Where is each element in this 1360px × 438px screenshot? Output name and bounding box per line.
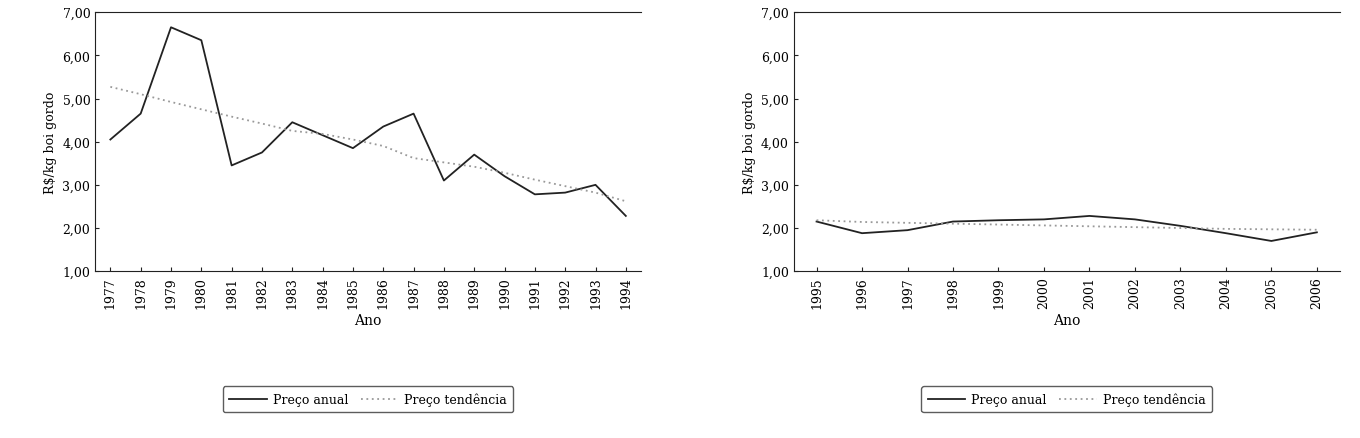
Preço anual <box>193 39 209 44</box>
Preço tendência <box>375 144 392 149</box>
Preço anual <box>435 179 452 184</box>
Preço tendência <box>1036 223 1053 229</box>
Preço anual <box>496 174 513 180</box>
Preço anual <box>990 218 1006 223</box>
Preço tendência <box>223 115 239 120</box>
Preço anual <box>102 138 118 143</box>
Preço tendência <box>1308 228 1325 233</box>
Y-axis label: R$/kg boi gordo: R$/kg boi gordo <box>44 91 57 194</box>
Preço tendência <box>558 184 574 189</box>
Preço tendência <box>193 107 209 113</box>
Preço anual <box>899 228 915 233</box>
Preço anual <box>1308 230 1325 236</box>
Preço anual <box>1172 224 1189 229</box>
Line: Preço anual: Preço anual <box>816 216 1316 241</box>
Preço tendência <box>526 178 543 183</box>
Preço anual <box>808 219 824 225</box>
Preço tendência <box>1172 226 1189 231</box>
Preço tendência <box>854 220 870 225</box>
Preço tendência <box>808 218 824 223</box>
Preço tendência <box>1127 225 1144 230</box>
Preço anual <box>854 231 870 236</box>
Preço anual <box>617 214 634 219</box>
Preço anual <box>375 125 392 130</box>
Preço anual <box>1036 217 1053 223</box>
Preço anual <box>1263 239 1280 244</box>
Line: Preço tendência: Preço tendência <box>816 221 1316 230</box>
Preço tendência <box>435 160 452 166</box>
Preço anual <box>405 112 422 117</box>
Preço tendência <box>1263 227 1280 233</box>
Preço tendência <box>405 156 422 161</box>
Preço tendência <box>588 191 604 196</box>
Preço tendência <box>990 223 1006 228</box>
Preço anual <box>1217 231 1234 236</box>
Legend: Preço anual, Preço tendência: Preço anual, Preço tendência <box>223 386 514 412</box>
Preço tendência <box>496 171 513 176</box>
Preço tendência <box>284 129 301 134</box>
Line: Preço tendência: Preço tendência <box>110 88 626 202</box>
Preço anual <box>284 120 301 126</box>
Preço anual <box>1127 217 1144 223</box>
Preço anual <box>558 191 574 196</box>
Preço tendência <box>945 222 962 227</box>
Preço tendência <box>617 199 634 205</box>
Preço tendência <box>102 85 118 90</box>
X-axis label: Ano: Ano <box>355 314 382 328</box>
Preço anual <box>945 219 962 225</box>
Line: Preço anual: Preço anual <box>110 28 626 216</box>
Preço anual <box>526 192 543 198</box>
Preço tendência <box>899 221 915 226</box>
Preço tendência <box>1217 227 1234 232</box>
Preço tendência <box>314 132 330 137</box>
Preço tendência <box>345 138 362 143</box>
Preço anual <box>163 25 180 31</box>
Preço anual <box>1081 214 1098 219</box>
Preço anual <box>466 152 483 158</box>
Preço tendência <box>466 165 483 170</box>
Preço anual <box>314 133 330 138</box>
Y-axis label: R$/kg boi gordo: R$/kg boi gordo <box>743 91 756 194</box>
Preço tendência <box>254 122 271 127</box>
Preço anual <box>345 146 362 152</box>
Preço anual <box>254 151 271 156</box>
Legend: Preço anual, Preço tendência: Preço anual, Preço tendência <box>921 386 1212 412</box>
Preço tendência <box>1081 224 1098 230</box>
Preço tendência <box>163 100 180 106</box>
Preço anual <box>132 112 148 117</box>
Preço tendência <box>132 92 148 98</box>
Preço anual <box>588 183 604 188</box>
X-axis label: Ano: Ano <box>1053 314 1080 328</box>
Preço anual <box>223 163 239 169</box>
